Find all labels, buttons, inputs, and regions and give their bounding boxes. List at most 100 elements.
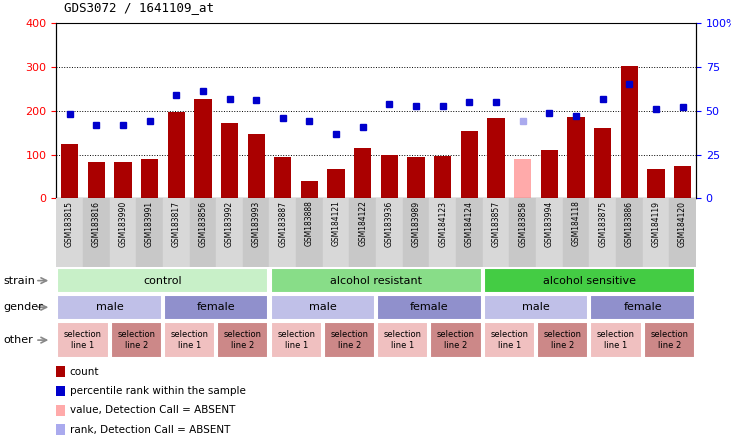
Bar bbox=[403, 198, 429, 267]
Text: GSM184120: GSM184120 bbox=[678, 201, 687, 246]
Bar bbox=[376, 198, 403, 267]
Bar bbox=[484, 322, 535, 358]
Text: other: other bbox=[4, 335, 34, 345]
Bar bbox=[377, 322, 428, 358]
Bar bbox=[248, 134, 265, 198]
Text: selection
line 2: selection line 2 bbox=[437, 330, 475, 350]
Bar bbox=[194, 99, 211, 198]
Bar bbox=[270, 322, 322, 358]
Bar bbox=[163, 198, 189, 267]
Text: GSM183989: GSM183989 bbox=[412, 201, 420, 247]
Bar bbox=[216, 198, 243, 267]
Text: GSM183992: GSM183992 bbox=[225, 201, 234, 247]
Text: male: male bbox=[522, 302, 550, 312]
Text: selection
line 1: selection line 1 bbox=[277, 330, 315, 350]
Text: GSM184122: GSM184122 bbox=[358, 201, 367, 246]
Bar bbox=[167, 111, 185, 198]
Bar bbox=[114, 162, 132, 198]
Text: gender: gender bbox=[4, 302, 43, 312]
Bar bbox=[141, 159, 158, 198]
Bar bbox=[674, 166, 692, 198]
Bar bbox=[484, 268, 695, 293]
Bar bbox=[88, 162, 105, 198]
Bar bbox=[164, 322, 215, 358]
Text: GSM183993: GSM183993 bbox=[251, 201, 261, 247]
Text: female: female bbox=[197, 302, 235, 312]
Text: count: count bbox=[69, 367, 99, 377]
Text: female: female bbox=[410, 302, 449, 312]
Bar bbox=[324, 322, 375, 358]
Bar bbox=[56, 424, 66, 435]
Bar bbox=[377, 295, 482, 320]
Text: selection
line 2: selection line 2 bbox=[330, 330, 368, 350]
Bar bbox=[461, 131, 478, 198]
Text: GSM184119: GSM184119 bbox=[651, 201, 660, 246]
Bar bbox=[61, 144, 78, 198]
Bar bbox=[616, 198, 643, 267]
Text: GSM183856: GSM183856 bbox=[198, 201, 208, 247]
Text: male: male bbox=[96, 302, 124, 312]
Text: male: male bbox=[309, 302, 337, 312]
Text: GSM183857: GSM183857 bbox=[491, 201, 501, 247]
Text: selection
line 2: selection line 2 bbox=[544, 330, 582, 350]
Text: GSM183888: GSM183888 bbox=[305, 201, 314, 246]
Bar bbox=[594, 128, 611, 198]
Bar bbox=[482, 198, 510, 267]
Bar bbox=[567, 117, 585, 198]
Bar bbox=[431, 322, 482, 358]
Text: percentile rank within the sample: percentile rank within the sample bbox=[69, 386, 246, 396]
Bar bbox=[296, 198, 323, 267]
Text: GSM184123: GSM184123 bbox=[438, 201, 447, 246]
Bar bbox=[456, 198, 482, 267]
Bar bbox=[647, 169, 664, 198]
Bar bbox=[563, 198, 589, 267]
Text: control: control bbox=[143, 276, 182, 285]
Bar bbox=[484, 295, 588, 320]
Bar bbox=[270, 198, 296, 267]
Bar bbox=[349, 198, 376, 267]
Bar bbox=[354, 148, 371, 198]
Bar bbox=[57, 295, 162, 320]
Bar bbox=[110, 322, 162, 358]
Bar bbox=[591, 322, 642, 358]
Bar bbox=[243, 198, 270, 267]
Bar bbox=[164, 295, 268, 320]
Bar bbox=[301, 181, 318, 198]
Text: selection
line 2: selection line 2 bbox=[651, 330, 689, 350]
Text: selection
line 1: selection line 1 bbox=[597, 330, 635, 350]
Text: selection
line 1: selection line 1 bbox=[384, 330, 422, 350]
Text: value, Detection Call = ABSENT: value, Detection Call = ABSENT bbox=[69, 405, 235, 416]
Bar bbox=[189, 198, 216, 267]
Text: selection
line 1: selection line 1 bbox=[170, 330, 208, 350]
Bar bbox=[643, 198, 670, 267]
Bar bbox=[541, 150, 558, 198]
Text: selection
line 2: selection line 2 bbox=[224, 330, 262, 350]
Text: alcohol sensitive: alcohol sensitive bbox=[543, 276, 636, 285]
Text: GSM184124: GSM184124 bbox=[465, 201, 474, 246]
Text: GSM183990: GSM183990 bbox=[118, 201, 127, 247]
Bar bbox=[110, 198, 136, 267]
Bar bbox=[323, 198, 349, 267]
Text: strain: strain bbox=[4, 276, 36, 285]
Bar bbox=[407, 157, 425, 198]
Bar bbox=[536, 198, 563, 267]
Bar bbox=[621, 66, 638, 198]
Bar bbox=[270, 295, 375, 320]
Bar bbox=[56, 366, 66, 377]
Text: GSM183816: GSM183816 bbox=[92, 201, 101, 246]
Bar bbox=[56, 405, 66, 416]
Text: GSM183815: GSM183815 bbox=[65, 201, 74, 246]
Bar bbox=[327, 169, 345, 198]
Text: selection
line 1: selection line 1 bbox=[491, 330, 529, 350]
Bar bbox=[514, 159, 531, 198]
Text: selection
line 1: selection line 1 bbox=[64, 330, 102, 350]
Bar bbox=[57, 322, 108, 358]
Bar bbox=[381, 155, 398, 198]
Text: rank, Detection Call = ABSENT: rank, Detection Call = ABSENT bbox=[69, 425, 230, 435]
Text: GDS3072 / 1641109_at: GDS3072 / 1641109_at bbox=[64, 1, 213, 14]
Bar bbox=[591, 295, 695, 320]
Text: GSM183886: GSM183886 bbox=[625, 201, 634, 246]
Bar bbox=[589, 198, 616, 267]
Text: alcohol resistant: alcohol resistant bbox=[330, 276, 422, 285]
Text: GSM183887: GSM183887 bbox=[279, 201, 287, 246]
